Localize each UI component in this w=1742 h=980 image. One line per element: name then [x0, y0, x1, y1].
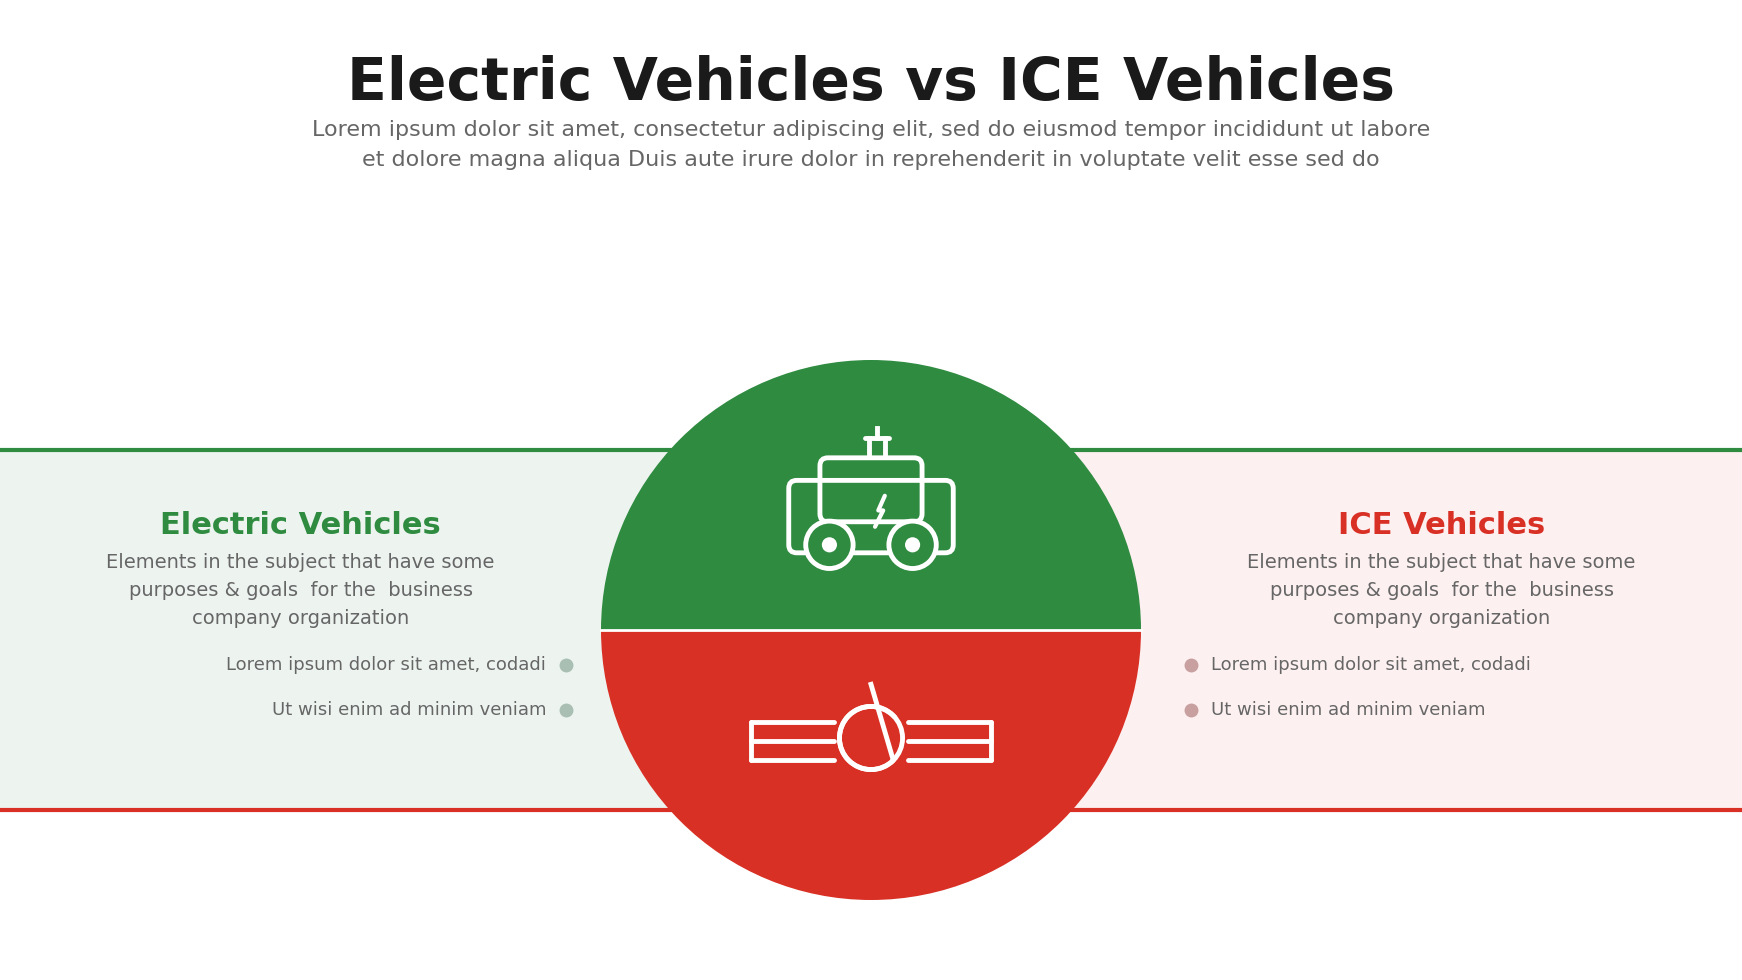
FancyBboxPatch shape: [871, 450, 1742, 810]
Text: Lorem ipsum dolor sit amet, codadi: Lorem ipsum dolor sit amet, codadi: [226, 656, 545, 674]
Circle shape: [807, 521, 854, 568]
Text: Electric Vehicles vs ICE Vehicles: Electric Vehicles vs ICE Vehicles: [347, 55, 1395, 112]
Text: Electric Vehicles: Electric Vehicles: [160, 511, 441, 540]
Text: Lorem ipsum dolor sit amet, consectetur adipiscing elit, sed do eiusmod tempor i: Lorem ipsum dolor sit amet, consectetur …: [312, 120, 1430, 170]
Text: Lorem ipsum dolor sit amet, codadi: Lorem ipsum dolor sit amet, codadi: [1211, 656, 1531, 674]
Text: Elements in the subject that have some
purposes & goals  for the  business
compa: Elements in the subject that have some p…: [1247, 553, 1636, 627]
Text: Elements in the subject that have some
purposes & goals  for the  business
compa: Elements in the subject that have some p…: [106, 553, 495, 627]
Text: Ut wisi enim ad minim veniam: Ut wisi enim ad minim veniam: [272, 701, 545, 719]
Text: Ut wisi enim ad minim veniam: Ut wisi enim ad minim veniam: [1211, 701, 1486, 719]
Circle shape: [822, 537, 836, 553]
Wedge shape: [601, 630, 1141, 900]
Wedge shape: [601, 360, 1141, 630]
Circle shape: [906, 537, 920, 553]
Text: ICE Vehicles: ICE Vehicles: [1338, 511, 1545, 540]
FancyBboxPatch shape: [0, 450, 871, 810]
Circle shape: [888, 521, 935, 568]
